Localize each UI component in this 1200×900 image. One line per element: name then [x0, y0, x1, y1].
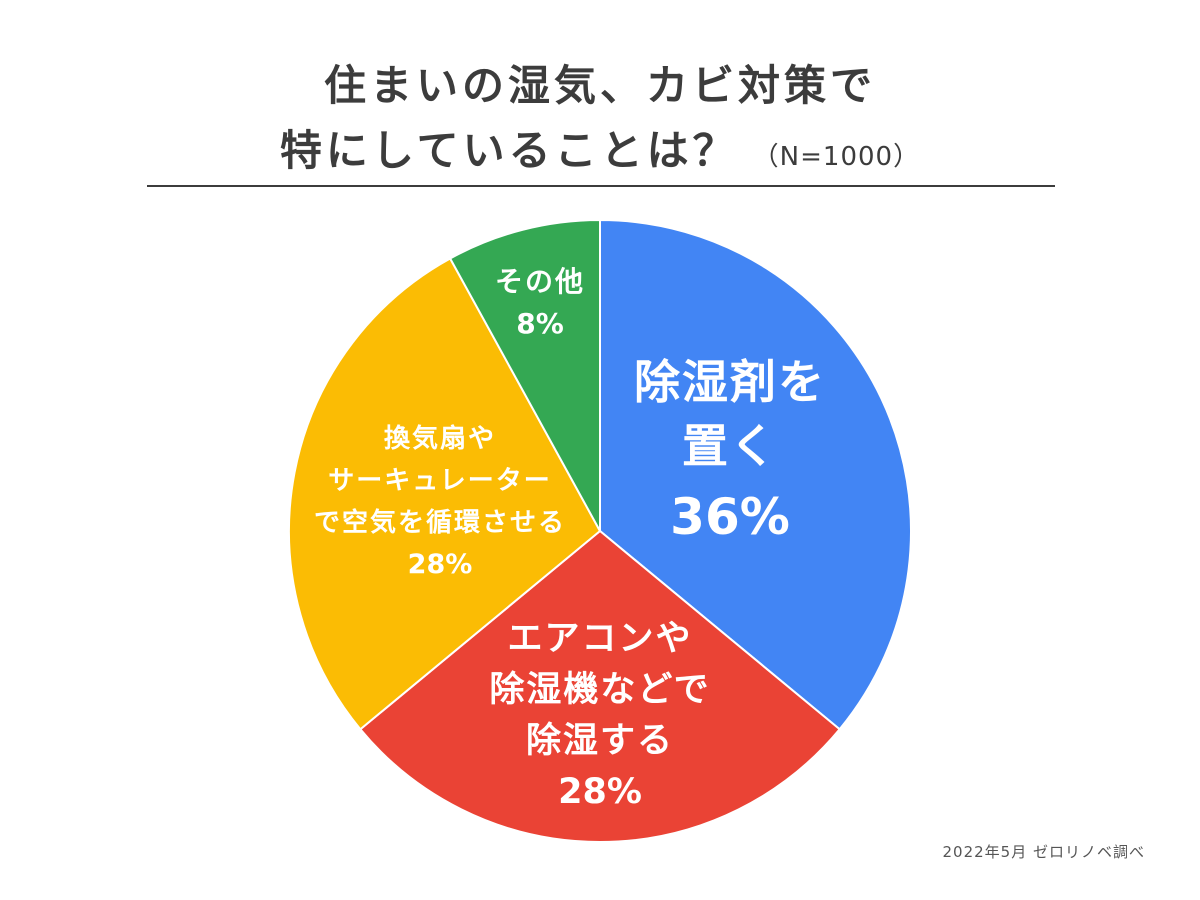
slice-label-4-line-1: その他 — [495, 265, 585, 298]
pie-slice-4 — [448, 218, 601, 532]
slice-label-1-line-2: 置く — [682, 419, 778, 473]
slice-label-2-line-3: 除湿する — [526, 721, 674, 761]
slice-label-1-line-1: 除湿剤を — [634, 355, 826, 409]
slice-label-2-line-2: 除湿機などで — [489, 670, 710, 710]
pie-slice-1 — [599, 218, 912, 731]
slice-label-3-line-2: サーキュレーター — [328, 466, 551, 496]
slice-value-4: 8% — [516, 307, 564, 340]
chart-title-line2-text: 特にしていることは？ — [279, 126, 739, 175]
slice-value-2: 28% — [558, 772, 642, 812]
chart-title-line1: 住まいの湿気、カビ対策で — [323, 61, 876, 110]
slice-value-3: 28% — [408, 549, 473, 580]
slice-label-3-line-3: で空気を循環させる — [314, 507, 566, 538]
pie-slice-2 — [358, 529, 842, 844]
chart-title-line2: 特にしていることは？ （N=1000） — [0, 117, 1200, 178]
source-note: 2022年5月 ゼロリノベ調べ — [942, 843, 1145, 861]
slice-value-1: 36% — [670, 488, 790, 546]
title-divider — [147, 185, 1055, 187]
slice-label-3-line-1: 換気扇や — [384, 423, 496, 454]
pie-slice-3 — [288, 257, 602, 731]
sample-size-label: （N=1000） — [752, 142, 921, 172]
slice-label-4: その他 8% — [495, 265, 585, 340]
slice-label-2-line-1: エアコンや — [507, 619, 692, 659]
